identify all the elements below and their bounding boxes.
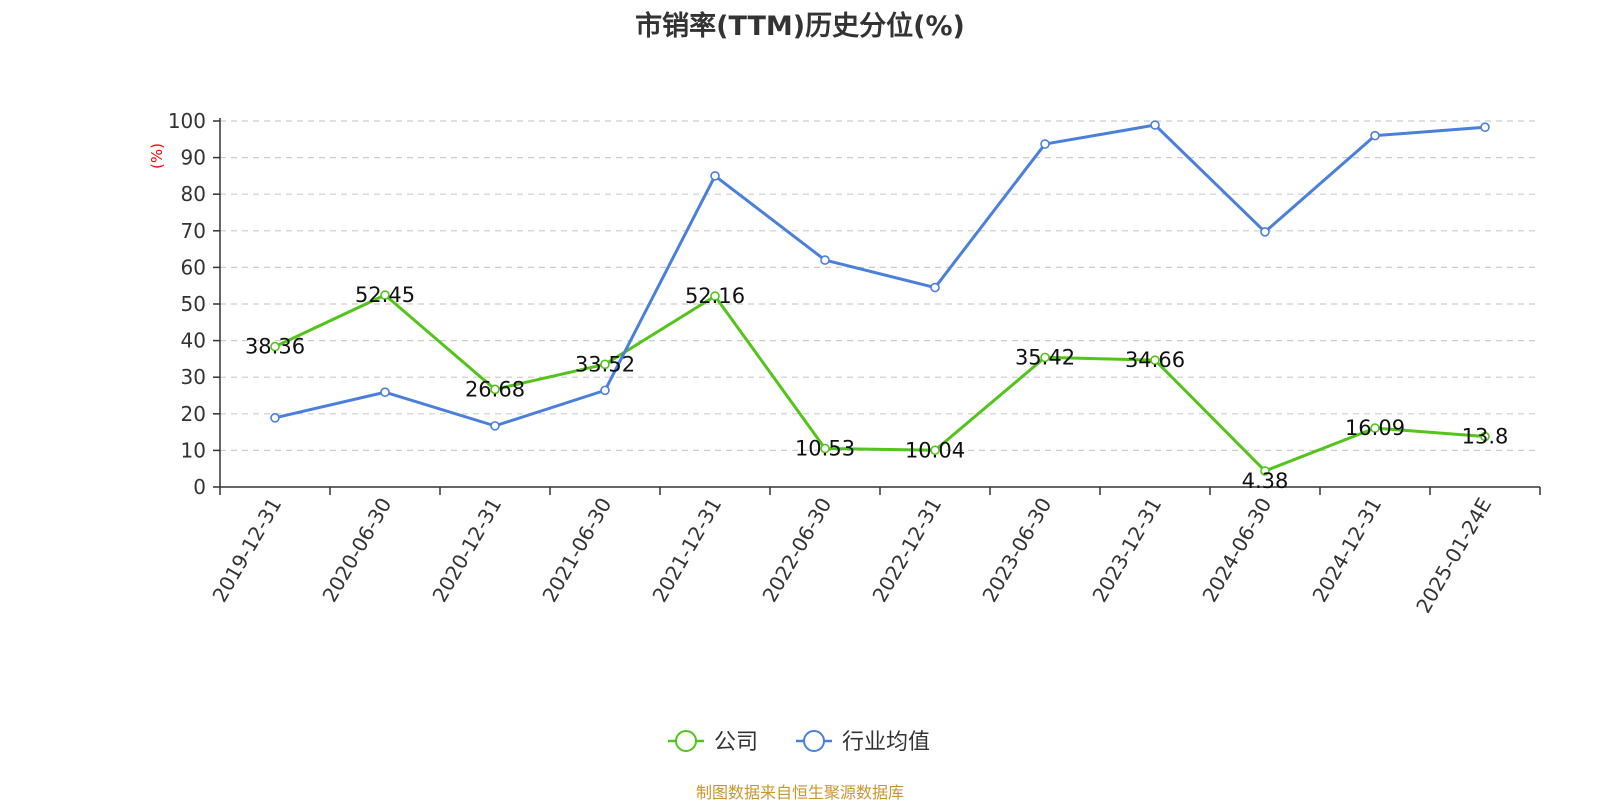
legend-marker-icon	[803, 730, 825, 752]
x-tick-label: 2020-12-31	[427, 494, 506, 607]
data-label: 10.04	[905, 438, 965, 462]
y-tick-label: 30	[181, 365, 206, 389]
y-tick-label: 60	[181, 255, 206, 279]
legend-label: 公司	[714, 730, 758, 755]
x-tick-label: 2022-06-30	[757, 494, 836, 607]
y-tick-labels: 0 10 20 30 40 50 60 70 80 90 100	[168, 109, 206, 499]
data-point	[380, 387, 390, 398]
legend: 公司 行业均值	[668, 730, 930, 755]
y-tick-label: 70	[181, 219, 206, 243]
x-tick-label: 2025-01-24E	[1411, 494, 1496, 618]
y-tick-label: 0	[193, 475, 206, 499]
data-point	[1260, 227, 1270, 237]
grid-lines	[220, 120, 1540, 451]
data-point	[710, 291, 720, 301]
data-labels-layer: 38.36 52.45 26.68 33.52 52.16 10.53 10.04 35.42…	[245, 283, 1508, 493]
data-label: 10.53	[795, 436, 855, 460]
x-tick-label: 2024-06-30	[1197, 494, 1276, 607]
x-tick-label: 2019-12-31	[207, 494, 286, 607]
data-point	[1480, 122, 1490, 133]
data-point	[490, 421, 500, 431]
data-label: 52.45	[355, 283, 415, 307]
series-line	[274, 123, 1486, 428]
data-point	[600, 385, 610, 396]
data-label: 13.8	[1462, 424, 1509, 448]
x-tick-label: 2023-12-31	[1087, 494, 1166, 607]
data-label: 4.38	[1242, 469, 1289, 493]
y-axis-label: (%)	[148, 143, 166, 169]
data-label: 33.52	[575, 352, 635, 376]
x-tick-label: 2024-12-31	[1307, 494, 1386, 607]
data-point	[490, 384, 500, 395]
data-point	[1480, 431, 1490, 442]
data-label: 38.36	[245, 335, 305, 359]
axes	[213, 118, 1541, 495]
y-tick-label: 100	[168, 109, 206, 133]
x-tick-label: 2020-06-30	[317, 494, 396, 607]
data-point	[820, 255, 830, 265]
data-point	[380, 290, 390, 300]
data-label: 34.66	[1125, 348, 1185, 372]
x-tick-label: 2021-12-31	[647, 494, 726, 607]
x-tick-label: 2021-06-30	[537, 494, 616, 607]
data-point	[930, 282, 940, 293]
series-layer	[270, 120, 1490, 476]
legend-marker-icon	[675, 730, 697, 752]
data-point	[710, 171, 720, 181]
data-point	[600, 359, 610, 370]
data-point	[270, 341, 280, 352]
y-tick-label: 80	[181, 182, 206, 206]
data-point	[1150, 355, 1160, 365]
x-tick-label: 2023-06-30	[977, 494, 1056, 607]
legend-label: 行业均值	[842, 730, 930, 755]
data-point	[1150, 120, 1160, 130]
series-line	[274, 293, 1486, 473]
y-tick-label: 90	[181, 146, 206, 170]
data-point	[820, 443, 830, 454]
data-label: 35.42	[1015, 345, 1075, 369]
data-point	[1260, 466, 1270, 476]
y-tick-label: 10	[181, 438, 206, 462]
data-point	[1370, 130, 1380, 141]
x-tick-labels: 2019-12-31 2020-06-30 2020-12-31 2021-06-30…	[207, 494, 1496, 618]
y-tick-label: 40	[181, 329, 206, 353]
data-label: 26.68	[465, 377, 525, 401]
y-tick-label: 20	[181, 402, 206, 426]
data-label: 52.16	[685, 284, 745, 308]
data-point	[1370, 423, 1380, 433]
x-tick-label: 2022-12-31	[867, 494, 946, 607]
data-point	[930, 445, 940, 456]
data-point	[1040, 352, 1050, 363]
data-point	[270, 413, 280, 423]
data-point	[1040, 139, 1050, 149]
y-tick-label: 50	[181, 292, 206, 316]
data-source-credit: 制图数据来自恒生聚源数据库	[695, 783, 904, 802]
data-label: 16.09	[1345, 416, 1405, 440]
chart-title: 市销率(TTM)历史分位(%)	[635, 11, 965, 42]
